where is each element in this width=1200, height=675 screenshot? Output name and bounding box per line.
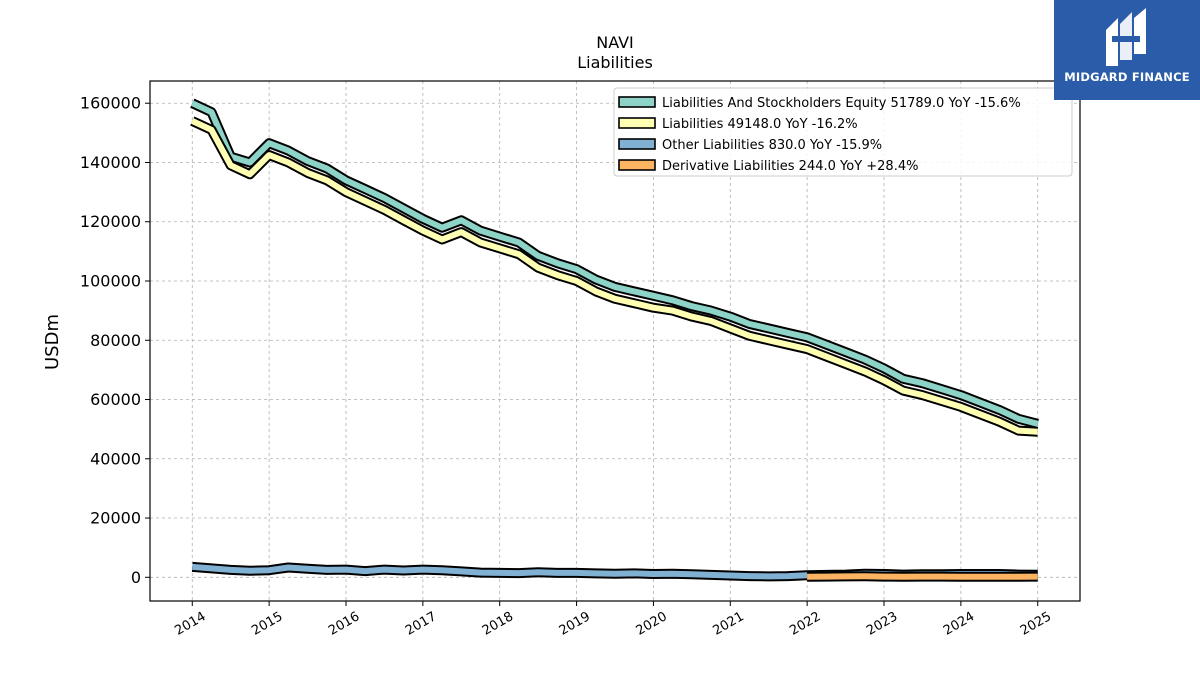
x-tick-label: 2016 bbox=[326, 609, 362, 639]
y-tick-label: 80000 bbox=[90, 331, 141, 350]
legend: Liabilities And Stockholders Equity 5178… bbox=[613, 87, 1073, 177]
x-tick-label: 2018 bbox=[480, 609, 516, 639]
series-layer bbox=[190, 98, 1039, 582]
legend-swatch bbox=[618, 138, 656, 150]
x-tick-label: 2017 bbox=[403, 609, 439, 639]
y-tick-label: 40000 bbox=[90, 449, 141, 468]
y-tick-label: 100000 bbox=[80, 272, 141, 291]
y-tick-label: 120000 bbox=[80, 212, 141, 231]
legend-entry: Other Liabilities 830.0 YoY -15.9% bbox=[662, 138, 882, 153]
legend-entry: Derivative Liabilities 244.0 YoY +28.4% bbox=[662, 159, 918, 174]
x-tick-label: 2024 bbox=[941, 609, 977, 639]
chart-title: NAVI bbox=[596, 33, 634, 52]
x-tick-label: 2019 bbox=[557, 609, 593, 639]
x-tick-label: 2015 bbox=[249, 609, 285, 639]
x-tick-label: 2021 bbox=[710, 609, 746, 639]
y-tick-label: 20000 bbox=[90, 509, 141, 528]
x-tick-label: 2023 bbox=[864, 609, 900, 639]
legend-swatch bbox=[618, 96, 656, 108]
chart-subtitle: Liabilities bbox=[577, 53, 653, 72]
series-line bbox=[191, 100, 1039, 427]
legend-box bbox=[613, 87, 1073, 177]
y-axis-label: USDm bbox=[42, 314, 63, 370]
brand-logo: MIDGARD FINANCE bbox=[1054, 0, 1200, 100]
legend-entry: Liabilities And Stockholders Equity 5178… bbox=[662, 96, 1021, 111]
legend-entry: Liabilities 49148.0 YoY -16.2% bbox=[662, 117, 858, 132]
y-tick-label: 160000 bbox=[80, 94, 141, 113]
series-line bbox=[191, 118, 1038, 435]
y-tick-label: 0 bbox=[131, 568, 141, 587]
x-tick-label: 2020 bbox=[634, 609, 670, 639]
series-liabilities bbox=[190, 116, 1038, 437]
series-liabilities-and-stockholders-equity bbox=[190, 98, 1039, 429]
legend-swatch bbox=[618, 159, 656, 171]
x-tick-label: 2022 bbox=[787, 609, 823, 639]
y-tick-label: 140000 bbox=[80, 153, 141, 172]
y-tick-label: 60000 bbox=[90, 390, 141, 409]
logo-mark-icon bbox=[1106, 8, 1146, 66]
logo-text: MIDGARD FINANCE bbox=[1064, 70, 1190, 84]
x-tick-label: 2025 bbox=[1018, 609, 1054, 639]
x-tick-label: 2014 bbox=[172, 609, 208, 639]
plot-frame bbox=[149, 80, 1081, 602]
legend-swatch bbox=[618, 117, 656, 129]
